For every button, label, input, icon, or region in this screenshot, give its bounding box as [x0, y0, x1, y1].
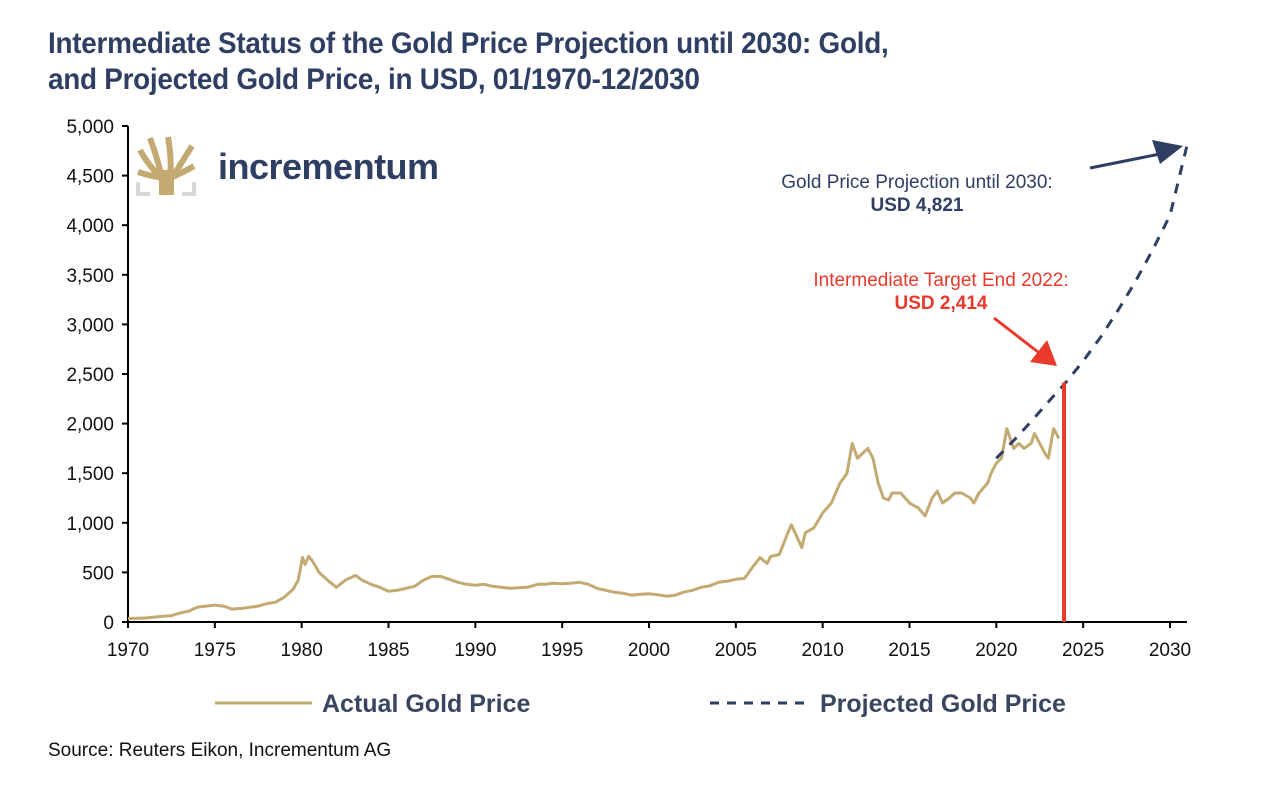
y-tick-label: 3,000 — [66, 315, 114, 336]
target-annotation-label: Intermediate Target End 2022: — [813, 270, 1069, 291]
x-tick-label: 2025 — [1062, 640, 1104, 661]
legend-label-projected: Projected Gold Price — [820, 690, 1066, 718]
projection-arrowhead-icon — [1152, 140, 1183, 164]
y-tick-label: 3,500 — [66, 266, 114, 287]
chart-title-line-1: Intermediate Status of the Gold Price Pr… — [48, 27, 889, 60]
x-tick-label: 2015 — [888, 640, 930, 661]
x-tick-label: 2000 — [628, 640, 670, 661]
y-tick-label: 2,500 — [66, 365, 114, 386]
target-arrow-shaft — [993, 316, 1039, 354]
target-annotation: Intermediate Target End 2022: USD 2,414 — [782, 269, 1100, 315]
series-line-actual-gold-price — [127, 427, 1061, 620]
x-tick-label: 2020 — [975, 640, 1017, 661]
projection-arrow-shaft — [1089, 152, 1161, 170]
target-annotation-value: USD 2,414 — [894, 293, 988, 314]
y-tick-label: 2,000 — [66, 415, 114, 436]
y-tick-label: 1,000 — [66, 514, 114, 535]
x-tick-label: 2030 — [1149, 640, 1191, 661]
tree-logo-icon — [136, 136, 196, 196]
legend: Actual Gold Price Projected Gold Price — [215, 690, 1066, 718]
x-tick-label: 1980 — [281, 640, 323, 661]
legend-label-actual: Actual Gold Price — [322, 690, 530, 718]
projection-annotation-value: USD 4,821 — [870, 195, 964, 216]
logo-text: incrementum — [218, 146, 439, 187]
x-tick-label: 1975 — [194, 640, 236, 661]
x-tick-label: 1985 — [367, 640, 409, 661]
y-tick-label: 4,000 — [66, 216, 114, 237]
projection-annotation-label: Gold Price Projection until 2030: — [781, 172, 1053, 193]
annotation-arrows — [993, 140, 1183, 366]
x-tick-label: 1970 — [107, 640, 149, 661]
series-group — [127, 143, 1189, 622]
series-line-projected-gold-price — [995, 143, 1189, 460]
x-axis-ticks: 1970 1975 1980 1985 1990 1995 2000 2005 2010 2015… — [107, 622, 1191, 661]
x-tick-label: 2005 — [715, 640, 757, 661]
target-arrowhead-icon — [1030, 340, 1057, 366]
y-axis-ticks: 0 500 1,000 1,500 2,000 2,500 3,000 3,500 4,000 4… — [66, 117, 128, 634]
y-tick-label: 1,500 — [66, 464, 114, 485]
source-note: Source: Reuters Eikon, Incrementum AG — [48, 740, 392, 761]
y-tick-label: 4,500 — [66, 167, 114, 188]
y-tick-label: 0 — [103, 613, 114, 634]
y-tick-label: 5,000 — [66, 117, 114, 138]
x-tick-label: 1990 — [454, 640, 496, 661]
x-tick-label: 1995 — [541, 640, 583, 661]
projection-annotation: Gold Price Projection until 2030: USD 4,… — [752, 171, 1082, 217]
y-tick-label: 500 — [82, 563, 114, 584]
chart-title-line-2: and Projected Gold Price, in USD, 01/197… — [48, 63, 700, 96]
x-tick-label: 2010 — [802, 640, 844, 661]
chart-title: Intermediate Status of the Gold Price Pr… — [48, 26, 889, 98]
